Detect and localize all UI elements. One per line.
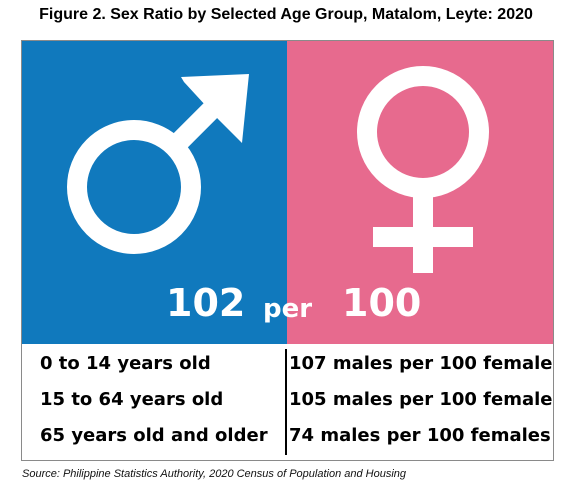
male-panel <box>22 41 287 344</box>
female-symbol-icon <box>357 66 489 273</box>
table-row: 15 to 64 years old 105 males per 100 fem… <box>22 383 554 419</box>
figure-title: Figure 2. Sex Ratio by Selected Age Grou… <box>39 6 533 23</box>
infographic: 102 per 100 0 to 14 years old 107 males … <box>21 40 554 461</box>
female-panel <box>287 41 553 344</box>
age-group-label: 15 to 64 years old <box>40 389 224 410</box>
female-ratio-value: 100 <box>342 281 422 325</box>
table-row: 0 to 14 years old 107 males per 100 fema… <box>22 347 554 383</box>
sex-ratio-value: 105 males per 100 females <box>289 389 554 410</box>
sex-ratio-value: 74 males per 100 females <box>289 425 551 446</box>
male-ratio-value: 102 <box>166 281 246 325</box>
age-group-label: 0 to 14 years old <box>40 353 211 374</box>
source-note: Source: Philippine Statistics Authority,… <box>22 468 407 480</box>
ratio-per-label: per <box>263 294 313 324</box>
male-symbol-icon <box>67 74 249 254</box>
sex-ratio-value: 107 males per 100 females <box>289 353 554 374</box>
age-group-label: 65 years old and older <box>40 425 268 446</box>
column-divider <box>285 349 287 455</box>
table-row: 65 years old and older 74 males per 100 … <box>22 419 553 455</box>
